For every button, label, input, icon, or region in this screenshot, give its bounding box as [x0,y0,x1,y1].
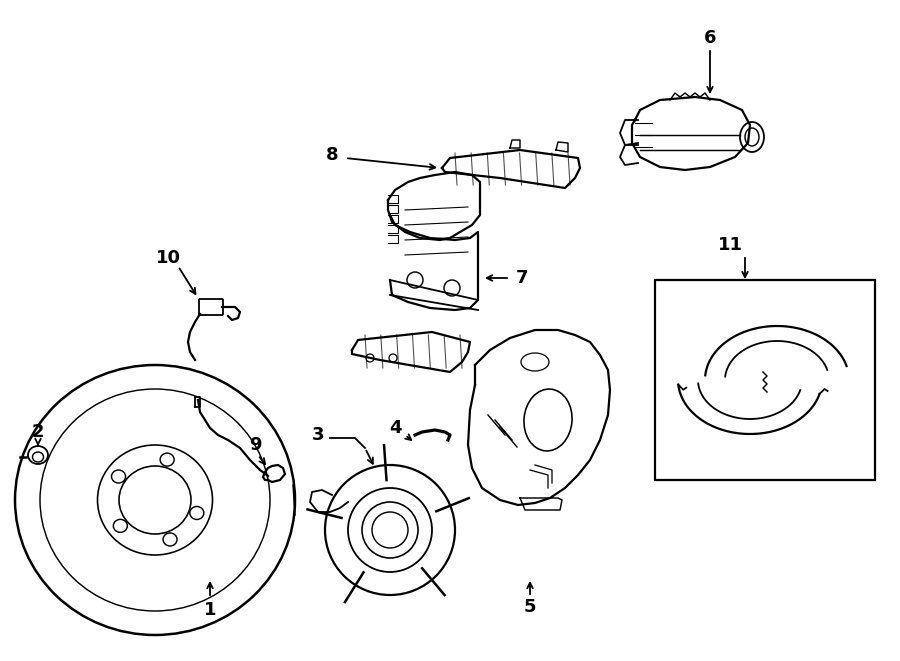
Text: 2: 2 [32,423,44,441]
Bar [655,280,875,480]
Text: 9: 9 [248,436,261,454]
Text: 10: 10 [156,249,181,267]
Text: 6: 6 [704,29,716,47]
Text: 5: 5 [524,598,536,616]
Text: 8: 8 [326,146,338,164]
Text: 7: 7 [516,269,528,287]
Text: 1: 1 [203,601,216,619]
Text: 11: 11 [717,236,742,254]
Text: 3: 3 [311,426,324,444]
Text: 4: 4 [389,419,401,437]
